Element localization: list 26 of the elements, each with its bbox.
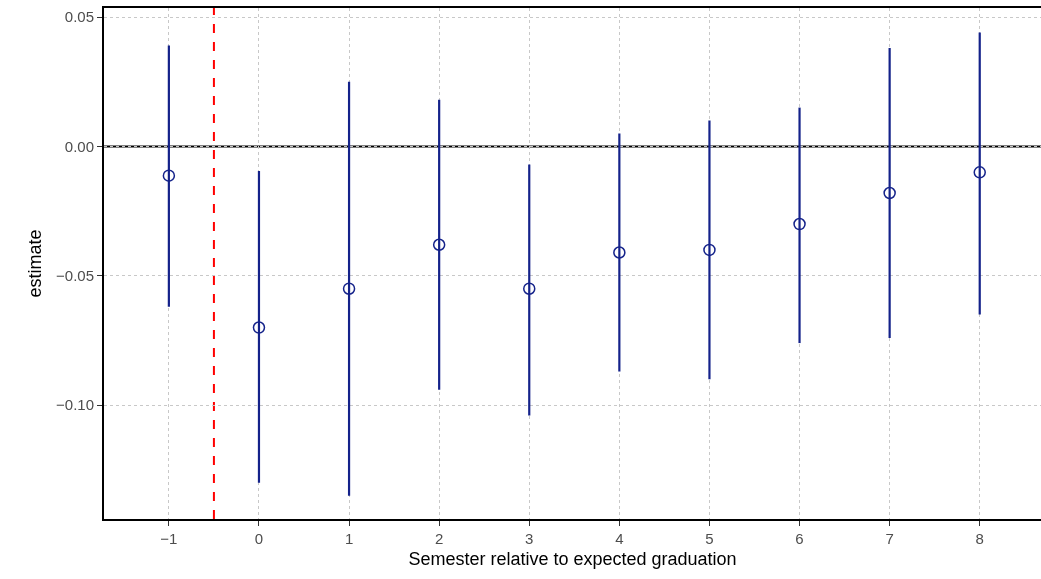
x-tick-label: 8 — [975, 530, 984, 547]
point — [793, 217, 806, 231]
point — [703, 243, 716, 257]
y-axis-title: estimate — [24, 229, 45, 298]
y-tick-label: −0.05 — [56, 267, 94, 285]
point — [432, 238, 446, 251]
point — [613, 246, 626, 259]
x-tick-label: 6 — [795, 530, 804, 547]
y-tick-label: −0.10 — [56, 396, 94, 414]
point — [252, 321, 266, 334]
x-tick-label: 1 — [344, 530, 354, 547]
point — [342, 282, 356, 295]
x-axis-title: Semester relative to expected graduation — [408, 548, 737, 569]
x-tick-label: 5 — [705, 530, 714, 547]
point — [973, 166, 986, 179]
x-tick-label: 2 — [434, 530, 444, 547]
x-tick-label: −1 — [160, 530, 178, 547]
y-tick-label: 0.05 — [64, 8, 94, 26]
y-tick-label: 0.00 — [64, 137, 94, 155]
x-tick-label: 0 — [254, 530, 264, 547]
x-tick-label: 4 — [615, 530, 624, 547]
x-tick-label: 7 — [885, 530, 894, 547]
point — [883, 186, 896, 200]
point — [162, 169, 176, 182]
x-tick-label: 3 — [525, 530, 534, 547]
point — [523, 282, 536, 295]
